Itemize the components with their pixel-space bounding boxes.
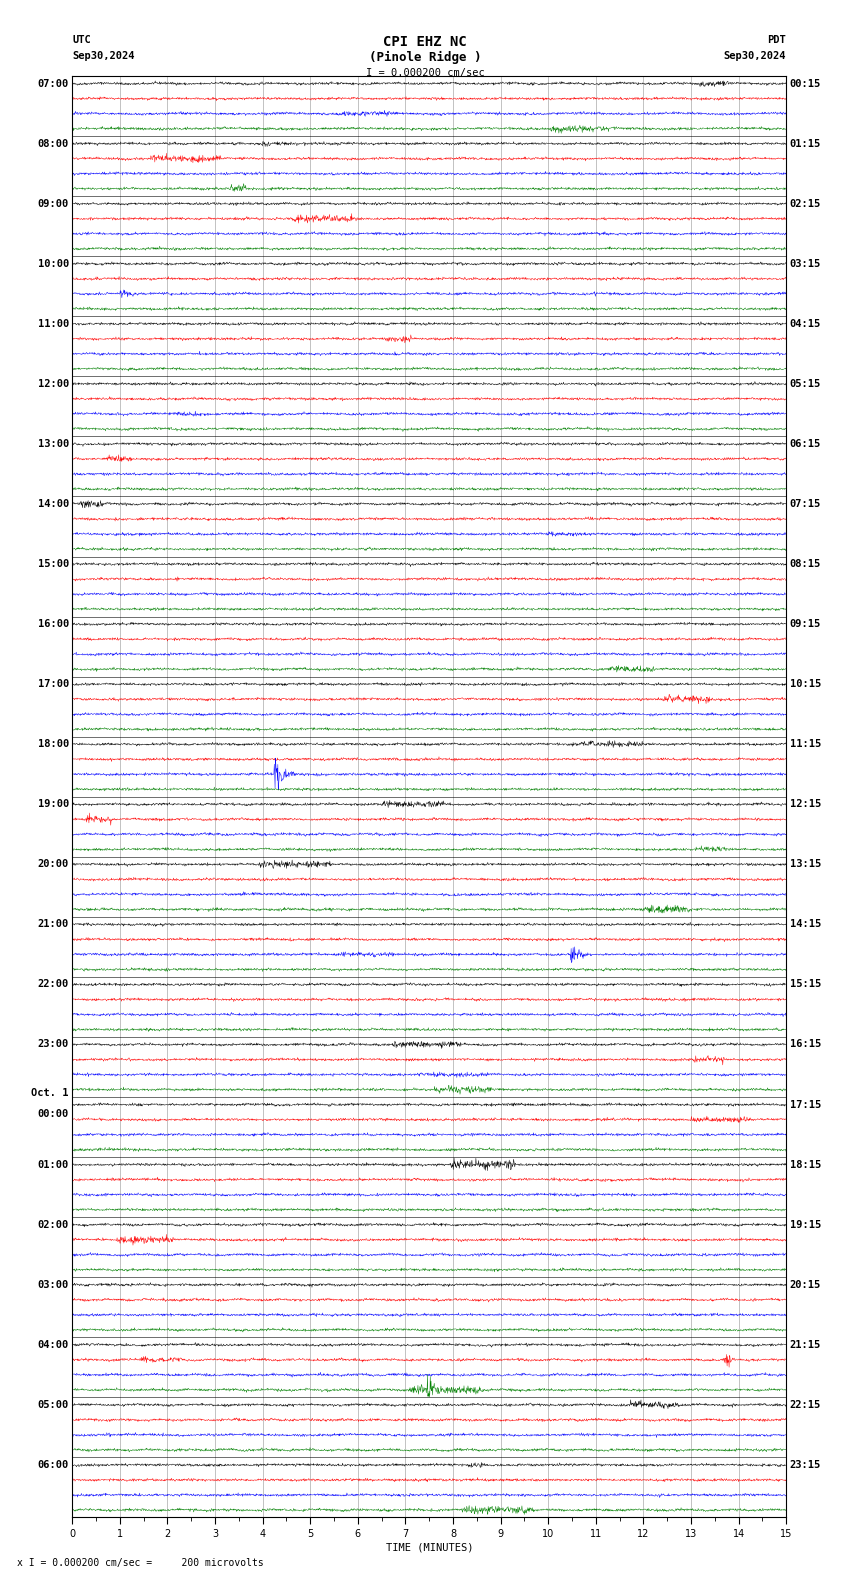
Text: 03:00: 03:00 [37,1280,69,1289]
Text: 03:15: 03:15 [790,258,821,269]
Text: 21:15: 21:15 [790,1340,821,1350]
Text: 18:00: 18:00 [37,740,69,749]
Text: 23:15: 23:15 [790,1460,821,1470]
Text: 05:00: 05:00 [37,1400,69,1410]
Text: PDT: PDT [768,35,786,44]
Text: 16:00: 16:00 [37,619,69,629]
Text: 19:15: 19:15 [790,1220,821,1229]
Text: 14:00: 14:00 [37,499,69,508]
Text: 13:00: 13:00 [37,439,69,448]
Text: 20:00: 20:00 [37,859,69,870]
Text: 17:00: 17:00 [37,680,69,689]
Text: 08:15: 08:15 [790,559,821,569]
Text: Sep30,2024: Sep30,2024 [723,51,786,60]
Text: 08:00: 08:00 [37,138,69,149]
Text: 11:15: 11:15 [790,740,821,749]
Text: 02:00: 02:00 [37,1220,69,1229]
Text: 15:15: 15:15 [790,979,821,990]
Text: 06:15: 06:15 [790,439,821,448]
Text: Sep30,2024: Sep30,2024 [72,51,135,60]
Text: Oct. 1: Oct. 1 [31,1088,69,1098]
Text: 22:00: 22:00 [37,979,69,990]
X-axis label: TIME (MINUTES): TIME (MINUTES) [386,1543,473,1552]
Text: (Pinole Ridge ): (Pinole Ridge ) [369,51,481,63]
Text: 18:15: 18:15 [790,1159,821,1169]
Text: 19:00: 19:00 [37,800,69,809]
Text: UTC: UTC [72,35,91,44]
Text: 20:15: 20:15 [790,1280,821,1289]
Text: 00:15: 00:15 [790,79,821,89]
Text: 07:00: 07:00 [37,79,69,89]
Text: 04:00: 04:00 [37,1340,69,1350]
Text: 12:00: 12:00 [37,379,69,388]
Text: 22:15: 22:15 [790,1400,821,1410]
Text: 06:00: 06:00 [37,1460,69,1470]
Text: 17:15: 17:15 [790,1099,821,1109]
Text: 05:15: 05:15 [790,379,821,388]
Text: 12:15: 12:15 [790,800,821,809]
Text: 09:15: 09:15 [790,619,821,629]
Text: 01:15: 01:15 [790,138,821,149]
Text: I = 0.000200 cm/sec: I = 0.000200 cm/sec [366,68,484,78]
Text: 09:00: 09:00 [37,198,69,209]
Text: 10:00: 10:00 [37,258,69,269]
Text: 00:00: 00:00 [37,1109,69,1120]
Text: CPI EHZ NC: CPI EHZ NC [383,35,467,49]
Text: 02:15: 02:15 [790,198,821,209]
Text: 10:15: 10:15 [790,680,821,689]
Text: 16:15: 16:15 [790,1039,821,1050]
Text: 15:00: 15:00 [37,559,69,569]
Text: 14:15: 14:15 [790,919,821,930]
Text: 13:15: 13:15 [790,859,821,870]
Text: 07:15: 07:15 [790,499,821,508]
Text: 21:00: 21:00 [37,919,69,930]
Text: x I = 0.000200 cm/sec =     200 microvolts: x I = 0.000200 cm/sec = 200 microvolts [17,1559,264,1568]
Text: 23:00: 23:00 [37,1039,69,1050]
Text: 01:00: 01:00 [37,1159,69,1169]
Text: 04:15: 04:15 [790,318,821,329]
Text: 11:00: 11:00 [37,318,69,329]
